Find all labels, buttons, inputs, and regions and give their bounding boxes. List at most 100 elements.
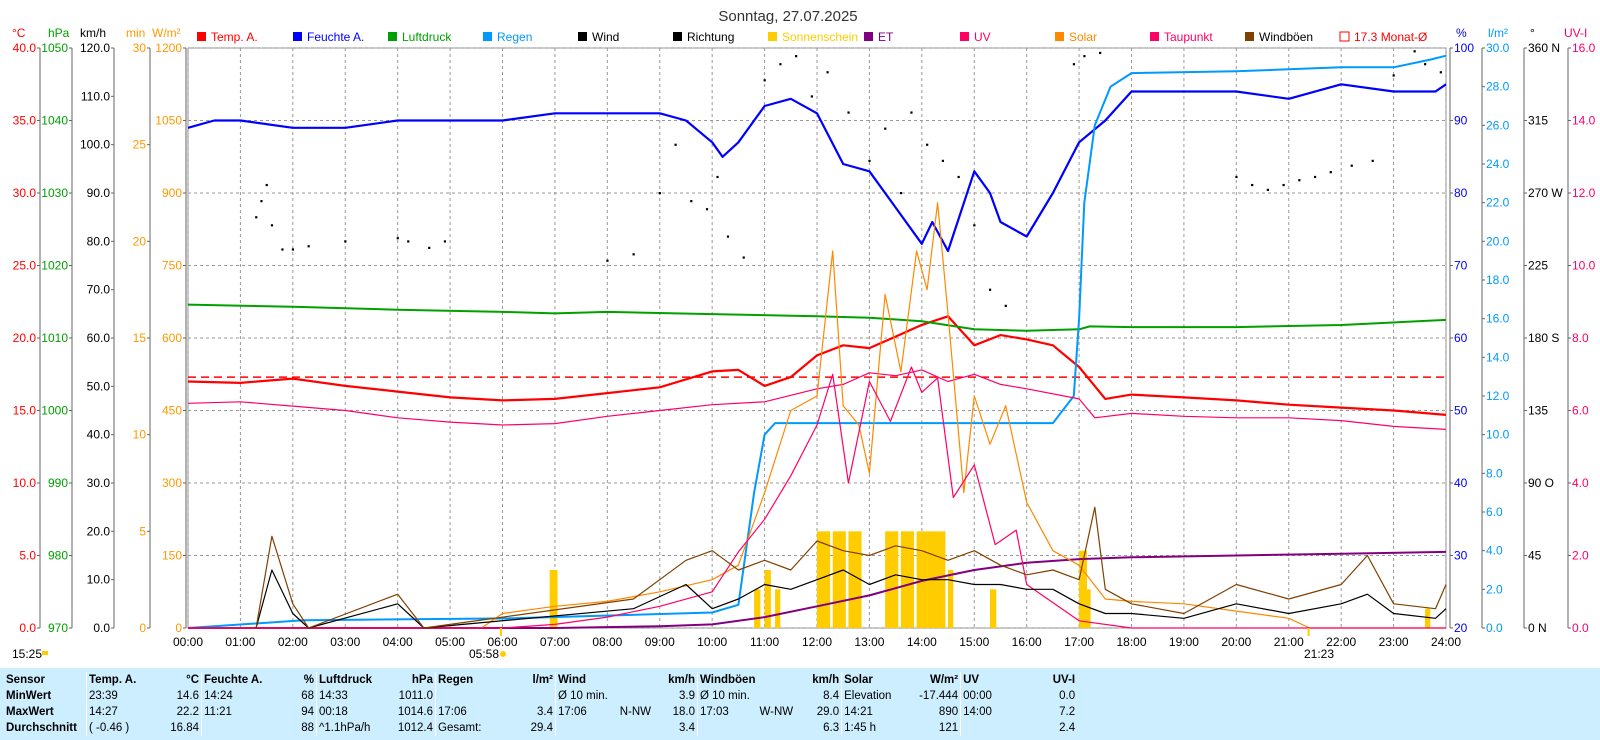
weather-chart: Sonntag, 27.07.2025 °C hPa km/h min W/m²% l/m…	[0, 0, 1600, 668]
stat-time: 17:06	[556, 704, 616, 720]
axis-tick-label-temp: 0.0	[19, 621, 36, 635]
direction-point	[910, 111, 912, 113]
stats-row-min: MinWert 23:39 14.6 14:24 68 14:33 1011.0…	[4, 688, 1077, 704]
axis-tick-label-rain: 28.0	[1486, 80, 1510, 94]
stat-value: 68	[276, 688, 317, 704]
axis-tick-label-solar: 450	[162, 404, 182, 418]
legend-swatch	[1055, 32, 1064, 41]
axis-tick-label-pressure: 1000	[41, 404, 68, 418]
stat-header: Temp. A.	[87, 672, 158, 688]
axis-tick-label-uvi: 4.0	[1572, 476, 1589, 490]
axis-tick-label-wind: 120.0	[80, 41, 110, 55]
stat-time: 00:18	[317, 704, 392, 720]
axis-tick-label-temp: 30.0	[13, 186, 37, 200]
stats-row-max: MaxWert 14:27 22.2 11:21 94 00:18 1014.6…	[4, 704, 1077, 720]
axis-tick-label-wind: 60.0	[87, 331, 111, 345]
axis-tick-label-temp: 10.0	[13, 476, 37, 490]
stat-value: 8.4	[795, 688, 842, 704]
axis-tick-label-wind: 100.0	[80, 138, 110, 152]
stat-header: hPa	[391, 672, 436, 688]
axis-tick-label-uvi: 6.0	[1572, 404, 1589, 418]
stat-time	[436, 688, 507, 704]
time-tick-label: 04:00	[383, 635, 413, 649]
legend-label: Solar	[1069, 30, 1097, 44]
axis-tick-label-rain: 20.0	[1486, 234, 1510, 248]
legend-label: Windböen	[1259, 30, 1313, 44]
time-tick-label: 01:00	[225, 635, 255, 649]
axis-header: l/m²	[1488, 26, 1508, 40]
legend-swatch	[578, 32, 587, 41]
stat-header: Sensor	[4, 672, 87, 688]
direction-point	[779, 63, 781, 65]
axis-tick-label-rain: 16.0	[1486, 312, 1510, 326]
legend-swatch	[673, 32, 682, 41]
axis-tick-label-uvi: 14.0	[1572, 114, 1596, 128]
stat-direction: W-NW	[757, 704, 795, 720]
direction-point	[868, 160, 870, 162]
axis-tick-label-solar: 750	[162, 259, 182, 273]
stat-value: 3.9	[653, 688, 698, 704]
stat-value: -17.444	[916, 688, 961, 704]
direction-point	[1083, 55, 1085, 57]
stat-label: MinWert	[4, 688, 87, 704]
time-tick-label: 00:00	[173, 635, 203, 649]
stat-time: 14:24	[202, 688, 277, 704]
direction-point	[444, 240, 446, 242]
axis-tick-label-pressure: 970	[48, 621, 68, 635]
stat-value: 121	[916, 720, 961, 736]
sunshine-bar	[1425, 609, 1430, 628]
direction-point	[266, 184, 268, 186]
stat-time: 1:45 h	[842, 720, 917, 736]
direction-point	[1005, 305, 1007, 307]
axis-tick-label-direction: 180 S	[1528, 331, 1559, 345]
axis-tick-label-uvi: 10.0	[1572, 259, 1596, 273]
stat-value: 1012.4	[391, 720, 436, 736]
axis-tick-label-rain: 22.0	[1486, 196, 1510, 210]
stat-value: 1014.6	[391, 704, 436, 720]
direction-point	[1314, 176, 1316, 178]
axis-tick-label-solar: 1200	[155, 41, 182, 55]
axis-tick-label-rain: 0.0	[1486, 621, 1503, 635]
stat-time: 17:06	[436, 704, 507, 720]
direction-point	[743, 256, 745, 258]
sunset-label: 21:23	[1304, 647, 1334, 661]
stat-value: 890	[916, 704, 961, 720]
axis-tick-label-wind: 80.0	[87, 234, 111, 248]
direction-point	[633, 253, 635, 255]
direction-point	[1351, 165, 1353, 167]
direction-point	[397, 237, 399, 239]
stat-time: 11:21	[202, 704, 277, 720]
time-tick-label: 14:00	[907, 635, 937, 649]
stat-value: 2.4	[1035, 720, 1077, 736]
axis-tick-label-rain: 26.0	[1486, 118, 1510, 132]
stat-header: Feuchte A.	[202, 672, 277, 688]
axis-tick-label-sunshine: 15	[133, 331, 147, 345]
sunshine-bar	[765, 570, 771, 628]
axis-tick-label-rain: 14.0	[1486, 350, 1510, 364]
direction-point	[1424, 63, 1426, 65]
axis-tick-label-uvi: 12.0	[1572, 186, 1596, 200]
direction-point	[308, 245, 310, 247]
legend-swatch	[768, 32, 777, 41]
time-tick-label: 24:00	[1431, 635, 1461, 649]
stat-value: 14.6	[157, 688, 202, 704]
stat-header: Wind	[556, 672, 616, 688]
time-tick-label: 16:00	[1012, 635, 1042, 649]
stat-time: Ø 10 min.	[698, 688, 758, 704]
stat-time: 14:27	[87, 704, 158, 720]
stat-value: 16.84	[157, 720, 202, 736]
sunshine-bar	[901, 531, 914, 628]
direction-point	[1235, 176, 1237, 178]
axis-tick-label-rain: 6.0	[1486, 505, 1503, 519]
axis-tick-label-direction: 45	[1528, 549, 1542, 563]
chart-title: Sonntag, 27.07.2025	[718, 8, 857, 25]
axis-tick-label-rain: 8.0	[1486, 466, 1503, 480]
direction-point	[1251, 184, 1253, 186]
direction-point	[407, 240, 409, 242]
stat-header: UV	[961, 672, 1036, 688]
axis-header: °	[1530, 26, 1535, 40]
direction-point	[795, 55, 797, 57]
sunshine-bar	[817, 531, 830, 628]
direction-point	[1267, 189, 1269, 191]
axes: 40.035.030.025.020.015.010.05.00.0105010…	[13, 41, 1596, 649]
